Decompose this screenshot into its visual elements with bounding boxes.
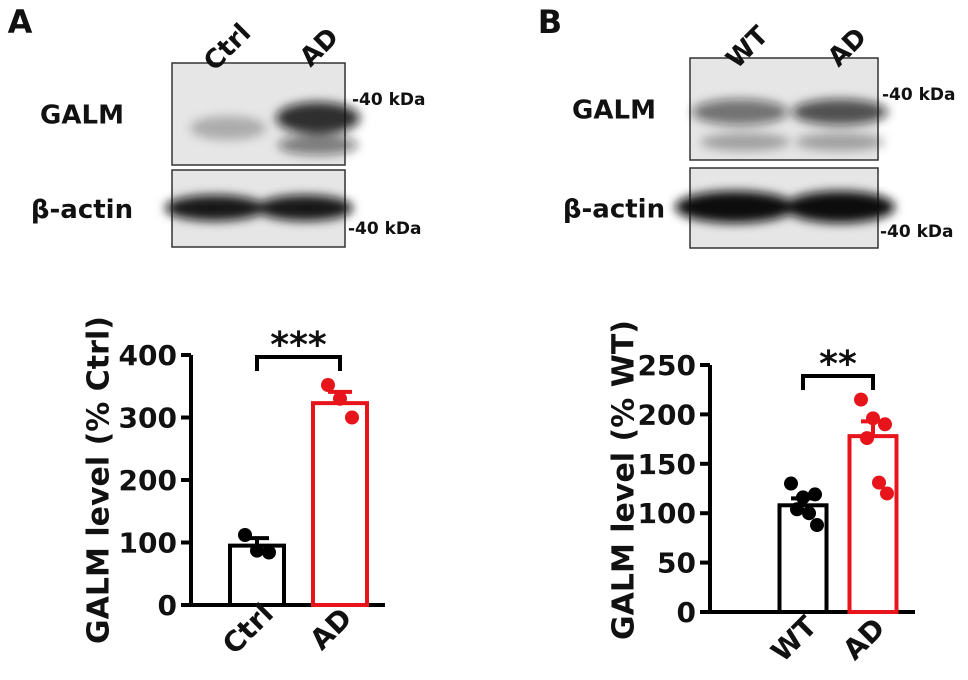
data-point <box>321 378 335 392</box>
blot-bands <box>165 195 353 221</box>
data-point <box>238 528 252 542</box>
significance-label: ** <box>819 344 857 385</box>
band <box>190 116 266 140</box>
size-marker: -40 kDa <box>880 222 954 242</box>
y-tick-label: 200 <box>119 464 177 497</box>
blot-row-label: β-actin <box>563 195 665 225</box>
y-axis-label: GALM level (% WT) <box>607 320 642 640</box>
y-tick-label: 200 <box>638 398 696 431</box>
data-point <box>333 391 347 406</box>
blot-row-label: β-actin <box>31 195 133 225</box>
band <box>276 102 360 134</box>
significance-bracket <box>801 374 875 390</box>
y-tick-label: 50 <box>657 547 696 580</box>
panel-letter: B <box>538 3 562 41</box>
data-point <box>878 417 892 432</box>
band <box>278 135 358 155</box>
blot-bands <box>190 102 360 155</box>
band <box>795 133 885 151</box>
y-tick-label: 0 <box>158 589 177 622</box>
data-point <box>810 518 824 533</box>
data-point <box>250 543 264 558</box>
band <box>792 99 888 125</box>
blot-bands <box>692 99 888 151</box>
y-tick-label: 100 <box>119 527 177 560</box>
panel-letter: A <box>8 3 33 41</box>
blot-bands <box>675 191 895 223</box>
y-tick-label: 250 <box>638 349 696 382</box>
blot-row-label: GALM <box>572 96 656 126</box>
x-tick-label: AD <box>303 601 358 656</box>
data-point <box>854 392 868 407</box>
data-point <box>802 506 816 521</box>
size-marker: -40 kDa <box>882 85 956 105</box>
y-tick-label: 300 <box>119 402 177 435</box>
data-point <box>796 490 810 505</box>
band <box>785 191 895 223</box>
data-point <box>784 476 798 491</box>
bar <box>847 434 899 614</box>
size-marker: -40 kDa <box>352 90 426 110</box>
y-tick-label: 0 <box>677 596 696 629</box>
data-point <box>880 486 894 501</box>
data-point <box>262 545 276 560</box>
band <box>675 191 795 223</box>
band <box>692 99 788 125</box>
data-point <box>790 502 804 517</box>
y-tick-label: 100 <box>638 497 696 530</box>
blot-row-label: GALM <box>40 101 124 131</box>
x-tick-label: WT <box>765 610 824 669</box>
data-point <box>808 487 822 502</box>
y-tick-label: 400 <box>119 339 177 372</box>
y-axis-label: GALM level (% Ctrl) <box>82 316 117 644</box>
bar <box>311 401 369 607</box>
band <box>700 133 790 151</box>
significance-bracket <box>255 355 342 371</box>
data-point <box>872 475 886 490</box>
data-point <box>345 410 359 425</box>
size-marker: -40 kDa <box>348 219 422 239</box>
data-point <box>860 431 874 446</box>
band <box>257 195 353 221</box>
x-tick-label: AD <box>836 611 891 666</box>
data-point <box>866 411 880 426</box>
y-tick-label: 150 <box>638 448 696 481</box>
band <box>165 195 265 221</box>
significance-label: *** <box>270 325 327 366</box>
